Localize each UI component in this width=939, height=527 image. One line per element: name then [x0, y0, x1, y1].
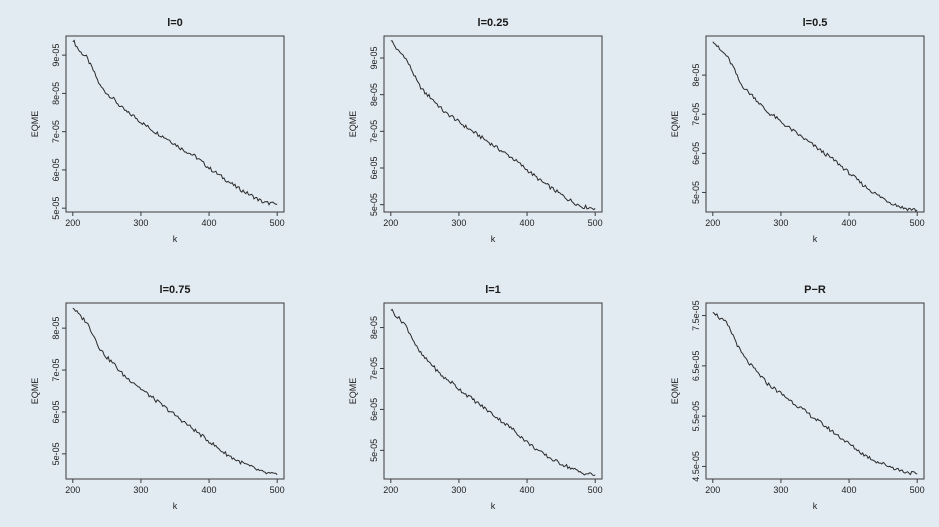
x-tick-label: 200 — [383, 218, 398, 228]
x-tick-label: 400 — [520, 485, 535, 495]
x-axis-label: k — [173, 501, 178, 511]
chart-panel-1: l=0.25 200 300 400 500 5e-05 6e-05 7e-05 8e-05 9e… — [348, 17, 603, 244]
plot-frame — [705, 302, 925, 480]
y-tick-label: 5e-05 — [51, 442, 61, 465]
chart-panel-4: l=1 200 300 400 500 5e-05 6e-05 7e-05 8e-05 k EQME — [348, 284, 603, 511]
y-tick-label: 9e-05 — [51, 44, 61, 67]
y-axis-label: EQME — [348, 111, 358, 138]
y-axis-label: EQME — [348, 378, 358, 405]
y-tick-label: 6e-05 — [51, 158, 61, 181]
y-tick-label: 7e-05 — [51, 359, 61, 382]
y-axis-label: EQME — [670, 378, 680, 405]
y-tick-label: 6e-05 — [691, 142, 701, 165]
x-tick-label: 300 — [133, 218, 148, 228]
x-axis-label: k — [813, 234, 818, 244]
chart-title: l=0.5 — [803, 17, 828, 29]
x-axis-label: k — [173, 234, 178, 244]
plot-frame — [705, 35, 925, 213]
y-tick-label: 5e-05 — [369, 193, 379, 216]
x-tick-label: 500 — [270, 218, 285, 228]
chart-title: l=0 — [167, 17, 183, 29]
x-tick-label: 300 — [133, 485, 148, 495]
x-tick-label: 400 — [842, 485, 857, 495]
x-tick-label: 200 — [705, 485, 720, 495]
y-tick-label: 6e-05 — [51, 400, 61, 423]
series-line — [712, 41, 918, 212]
x-axis-label: k — [491, 501, 496, 511]
y-tick-label: 7e-05 — [51, 120, 61, 143]
x-tick-label: 400 — [842, 218, 857, 228]
y-tick-label: 7e-05 — [369, 120, 379, 143]
x-tick-label: 300 — [773, 485, 788, 495]
x-tick-label: 200 — [65, 485, 80, 495]
x-tick-label: 500 — [910, 218, 925, 228]
chart-title: l=0.75 — [160, 284, 191, 296]
x-tick-label: 500 — [270, 485, 285, 495]
chart-panel-0: l=0 200 300 400 500 5e-05 6e-05 7e-05 8e-05 9e-05… — [30, 17, 285, 244]
plot-frame — [65, 35, 285, 213]
chart-title: P−R — [804, 284, 826, 296]
series-line — [72, 39, 278, 206]
chart-title: l=0.25 — [478, 17, 509, 29]
y-tick-label: 6.5e-05 — [691, 351, 701, 382]
x-tick-label: 200 — [705, 218, 720, 228]
y-tick-label: 7e-05 — [691, 103, 701, 126]
y-tick-label: 8e-05 — [51, 317, 61, 340]
y-axis-label: EQME — [30, 378, 40, 405]
plot-frame — [383, 35, 603, 213]
x-tick-label: 300 — [773, 218, 788, 228]
y-tick-label: 9e-05 — [369, 46, 379, 69]
x-tick-label: 400 — [520, 218, 535, 228]
x-tick-label: 500 — [910, 485, 925, 495]
series-line — [390, 40, 596, 211]
x-axis-label: k — [491, 234, 496, 244]
y-tick-label: 6e-05 — [369, 398, 379, 421]
plot-frame — [383, 302, 603, 480]
chart-panel-5: P−R 200 300 400 500 4.5e-05 5.5e-05 6.5e-05 7.5e… — [670, 284, 925, 511]
plot-frame — [65, 302, 285, 480]
x-tick-label: 300 — [451, 485, 466, 495]
x-tick-label: 300 — [451, 218, 466, 228]
x-tick-label: 500 — [588, 218, 603, 228]
series-line — [72, 307, 278, 476]
chart-panel-2: l=0.5 200 300 400 500 5e-05 6e-05 7e-05 8e-05 k EQ… — [670, 17, 925, 244]
y-tick-label: 5.5e-05 — [691, 401, 701, 432]
y-tick-label: 8e-05 — [369, 316, 379, 339]
y-tick-label: 8e-05 — [369, 83, 379, 106]
y-tick-label: 8e-05 — [691, 64, 701, 87]
y-tick-label: 5e-05 — [51, 197, 61, 220]
y-axis-label: EQME — [30, 111, 40, 138]
x-tick-label: 400 — [202, 218, 217, 228]
chart-panel-3: l=0.75 200 300 400 500 5e-05 6e-05 7e-05 8e-05 k E… — [30, 284, 285, 511]
y-tick-label: 4.5e-05 — [691, 451, 701, 482]
y-tick-label: 7e-05 — [369, 357, 379, 380]
y-tick-label: 6e-05 — [369, 156, 379, 179]
y-tick-label: 7.5e-05 — [691, 300, 701, 331]
series-line — [390, 308, 596, 477]
y-tick-label: 5e-05 — [691, 181, 701, 204]
y-axis-label: EQME — [670, 111, 680, 138]
y-tick-label: 8e-05 — [51, 82, 61, 105]
chart-title: l=1 — [485, 284, 501, 296]
x-tick-label: 200 — [383, 485, 398, 495]
series-line — [712, 311, 918, 476]
y-tick-label: 5e-05 — [369, 439, 379, 462]
x-axis-label: k — [813, 501, 818, 511]
x-tick-label: 400 — [202, 485, 217, 495]
x-tick-label: 500 — [588, 485, 603, 495]
x-tick-label: 200 — [65, 218, 80, 228]
